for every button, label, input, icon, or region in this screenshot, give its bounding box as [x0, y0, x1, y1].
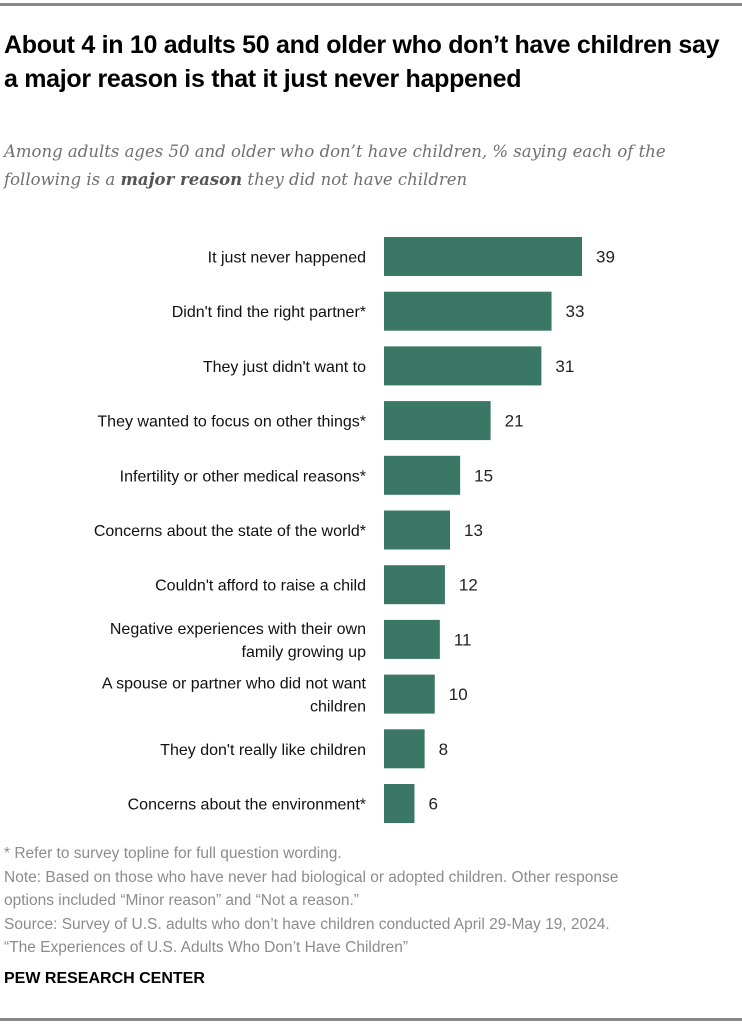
source-line-2: “The Experiences of U.S. Adults Who Don’…	[4, 939, 409, 956]
subtitle-text-end: they did not have children	[242, 170, 468, 189]
data-label: 33	[566, 302, 585, 321]
category-label: They don't really like children	[160, 742, 366, 759]
subtitle-text-start: Among adults ages 50 and older who don’t…	[4, 142, 666, 189]
bar-row: 15 Infertility or other medical reasons*	[120, 455, 493, 495]
data-label: 8	[439, 740, 448, 759]
bar-row: 8 They don't really like children	[160, 729, 448, 769]
category-label-line: They wanted to focus on other things*	[97, 414, 366, 431]
bar	[384, 237, 582, 276]
data-label: 15	[474, 466, 493, 485]
bar-row: 6 Concerns about the environment*	[128, 784, 438, 823]
bar	[384, 346, 542, 386]
bar-chart: 39 It just never happened 33 Didn't find th…	[94, 237, 615, 823]
source-line-1: Source: Survey of U.S. adults who don’t …	[4, 915, 610, 933]
top-rule	[0, 3, 742, 6]
category-label-line: Didn't find the right partner*	[172, 304, 366, 321]
asterisk-note: * Refer to survey topline for full quest…	[4, 845, 342, 862]
category-label-line: children	[310, 699, 366, 716]
category-label: A spouse or partner who did not want chil…	[102, 676, 367, 716]
note-line-1: Note: Based on those who have never had …	[4, 868, 619, 886]
data-label: 39	[596, 248, 615, 267]
category-label: They wanted to focus on other things*	[97, 414, 366, 431]
category-label-line: Concerns about the state of the world*	[94, 523, 366, 540]
category-label-line: Concerns about the environment*	[128, 797, 366, 814]
bar	[384, 455, 461, 495]
data-label: 31	[555, 357, 574, 376]
category-label-line: A spouse or partner who did not want	[102, 676, 367, 693]
data-label: 10	[449, 685, 468, 704]
category-label: Infertility or other medical reasons*	[120, 468, 366, 485]
bar-row: 21 They wanted to focus on other things*	[97, 401, 524, 441]
category-label-line: family growing up	[242, 644, 367, 661]
category-label: They just didn't want to	[203, 359, 366, 376]
note-line-2: options included “Minor reason” and “Not…	[4, 892, 359, 909]
chart-notes: * Refer to survey topline for full quest…	[4, 842, 734, 960]
category-label-line: It just never happened	[208, 250, 366, 267]
data-label: 21	[505, 412, 524, 431]
bar-row: 31 They just didn't want to	[203, 346, 574, 386]
category-label-line: They just didn't want to	[203, 359, 366, 376]
bottom-rule	[0, 1018, 742, 1021]
category-label-line: They don't really like children	[160, 742, 366, 759]
bar-row: 12 Couldn't afford to raise a child	[155, 565, 478, 605]
chart-subtitle: Among adults ages 50 and older who don’t…	[4, 138, 734, 194]
data-label: 11	[454, 630, 472, 649]
category-label: Negative experiences with their own famil…	[110, 621, 366, 661]
bar	[384, 291, 552, 331]
bar	[384, 729, 425, 769]
bar	[384, 401, 491, 441]
bar	[384, 565, 445, 605]
bar-row: 39 It just never happened	[208, 237, 615, 276]
subtitle-emphasis: major reason	[120, 170, 243, 189]
data-label: 12	[459, 576, 478, 595]
bar	[384, 784, 415, 823]
data-label: 6	[428, 795, 437, 814]
category-label-line: Negative experiences with their own	[110, 621, 366, 638]
category-label: Concerns about the environment*	[128, 797, 366, 814]
category-label: It just never happened	[208, 250, 366, 267]
bar-row: 10 A spouse or partner who did not want ch…	[102, 674, 468, 716]
chart-title: About 4 in 10 adults 50 and older who do…	[4, 31, 720, 93]
bar-row: 33 Didn't find the right partner*	[172, 291, 585, 331]
data-label: 13	[464, 521, 483, 540]
brand-logo-text: PEW RESEARCH CENTER	[4, 970, 205, 987]
bar	[384, 674, 435, 714]
category-label-line: Couldn't afford to raise a child	[155, 578, 366, 595]
bar-row: 13 Concerns about the state of the world*	[94, 510, 483, 550]
bar-row: 11 Negative experiences with their own fam…	[110, 619, 472, 661]
category-label: Concerns about the state of the world*	[94, 523, 366, 540]
bar	[384, 619, 440, 659]
category-label: Couldn't afford to raise a child	[155, 578, 366, 595]
category-label: Didn't find the right partner*	[172, 304, 366, 321]
category-label-line: Infertility or other medical reasons*	[120, 468, 366, 485]
bar	[384, 510, 450, 550]
